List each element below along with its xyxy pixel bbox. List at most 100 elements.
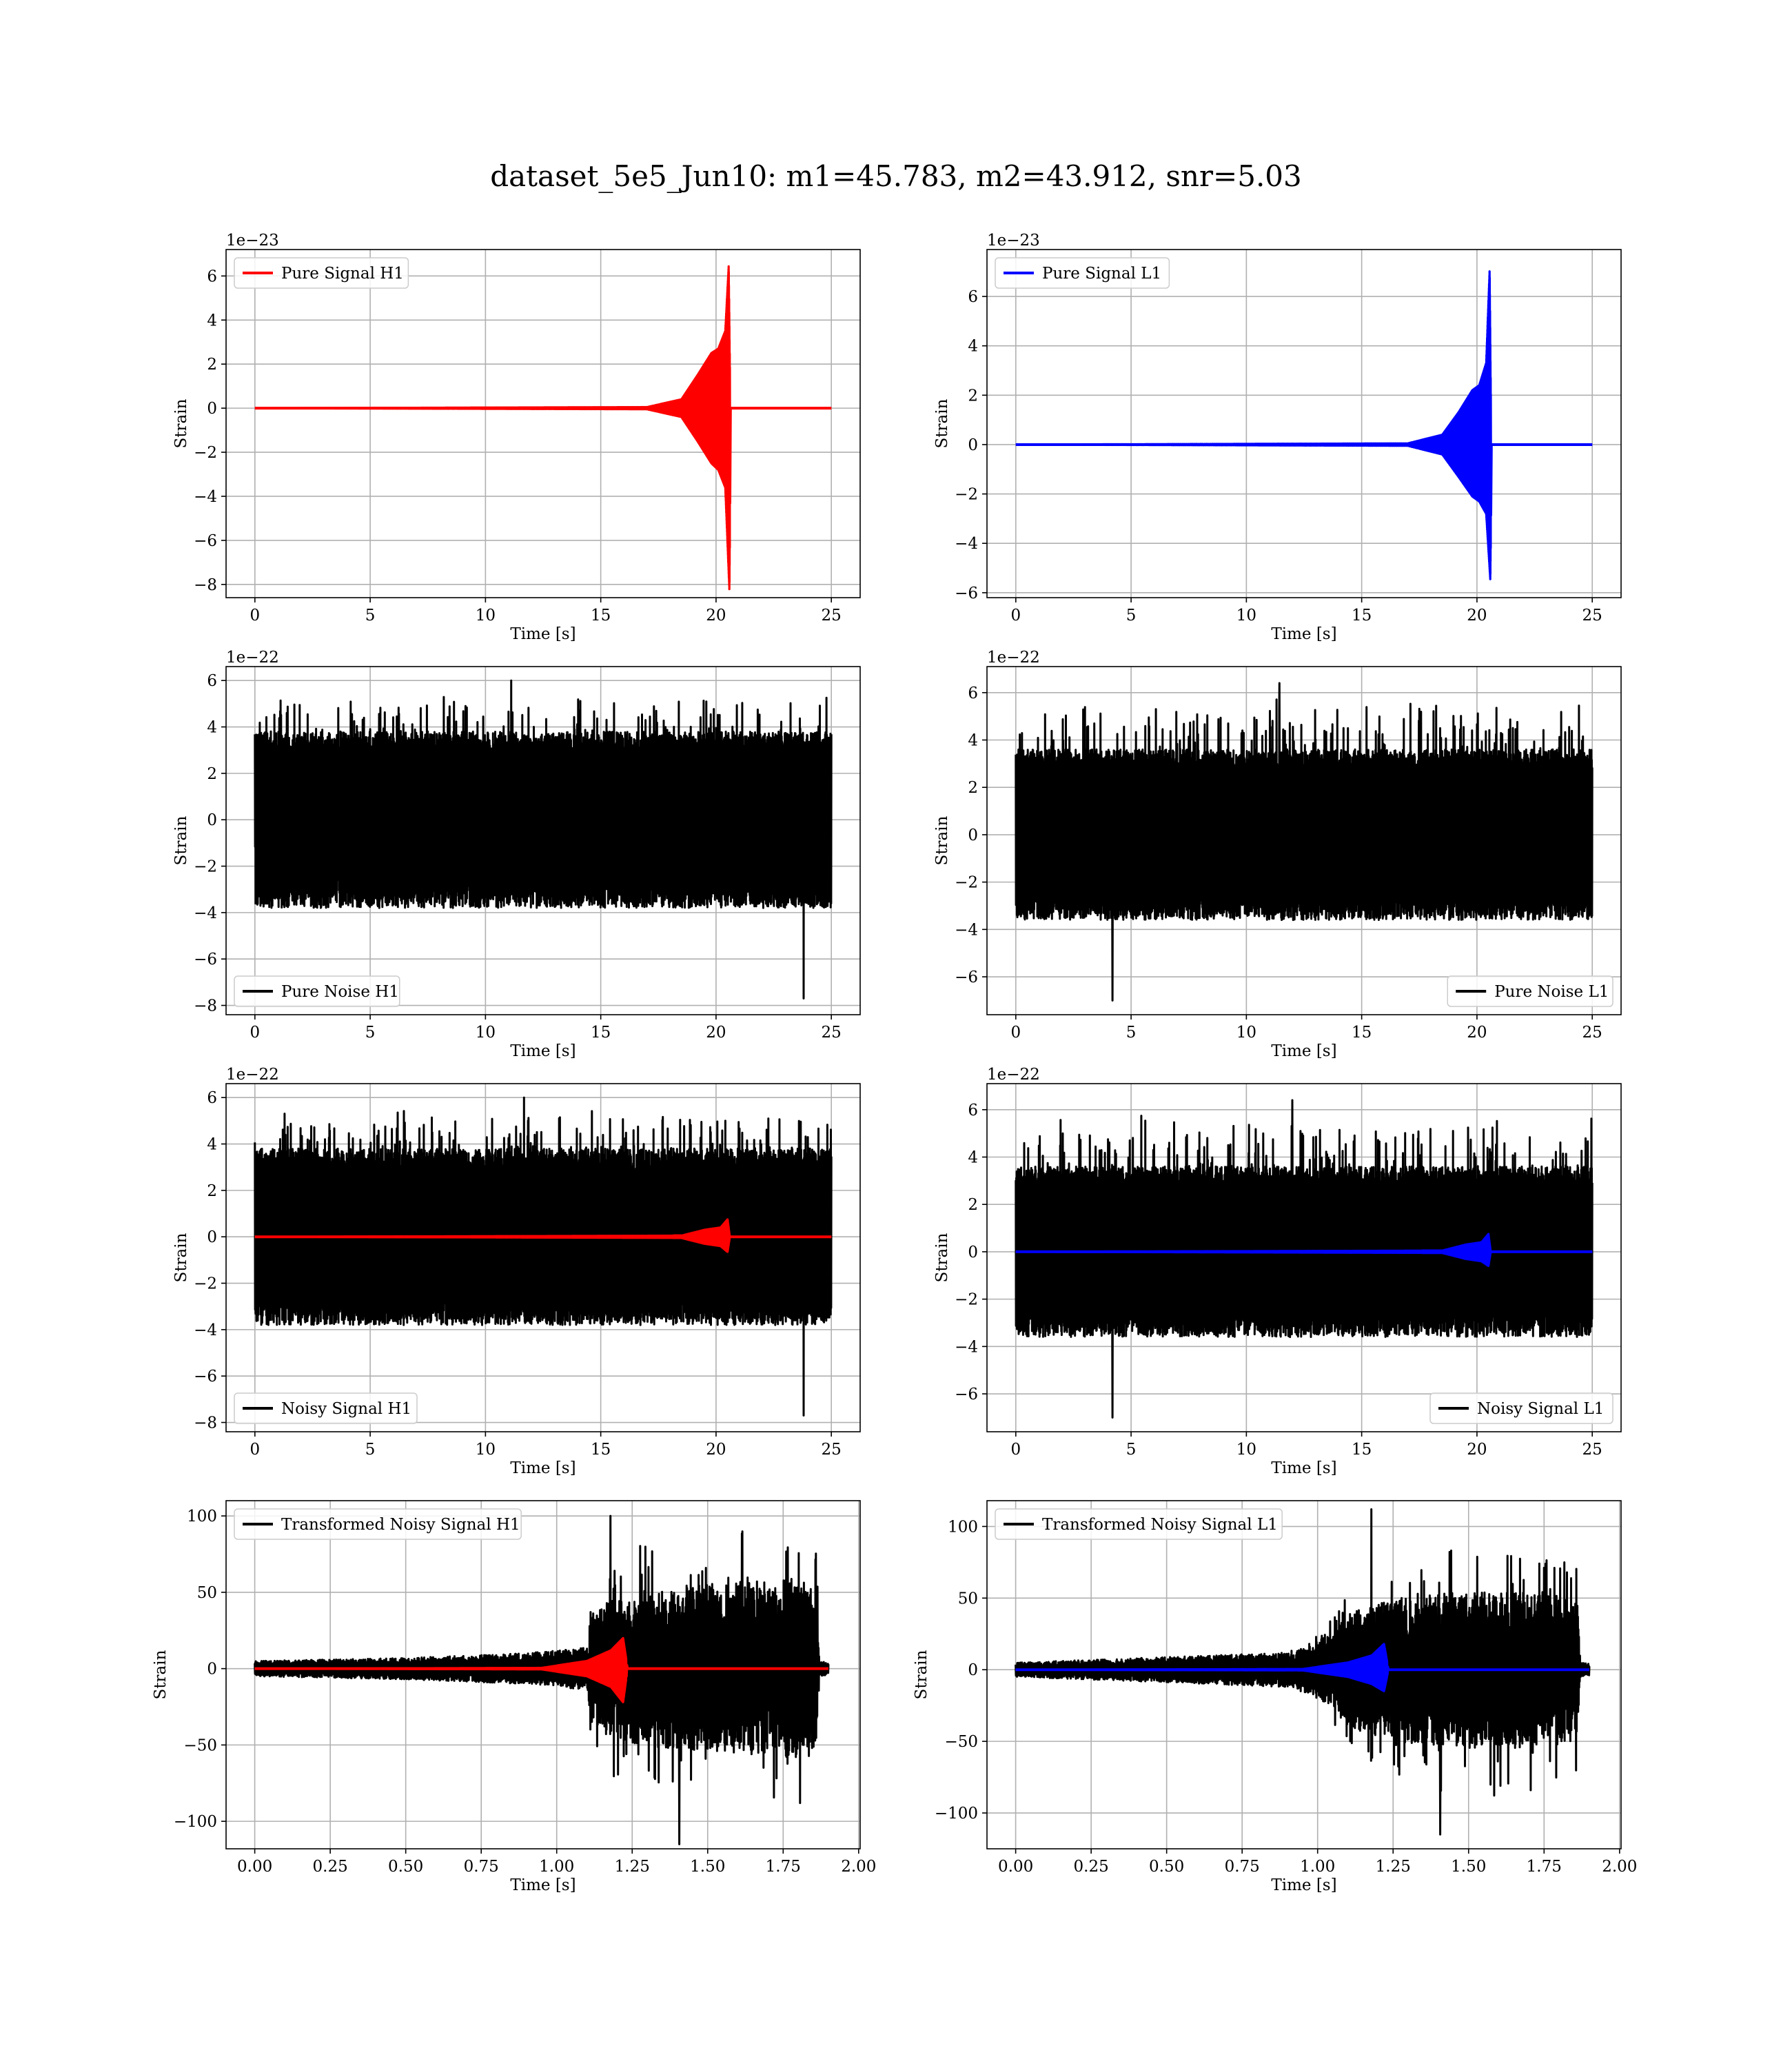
x-tick-label: 20 <box>706 1024 726 1042</box>
plot-area <box>1015 1099 1594 1419</box>
legend-box <box>234 1508 522 1540</box>
series-line <box>1015 1099 1594 1419</box>
y-offset-label: 1e−22 <box>226 649 279 667</box>
y-tick-label: −2 <box>955 1291 978 1309</box>
subplot-pure-signal-h1: 0 5 10 15 20 25 −8 −6 −4 −2 0 2 4 6 Time [s] Strain 1e−2… <box>172 232 861 643</box>
axes-frame <box>225 666 861 1015</box>
subplot-pure-signal-l1: 0 5 10 15 20 25 −6 −4 −2 0 2 4 6 Time [s] Strain 1e−23P… <box>933 232 1622 643</box>
x-axis-label: Time [s] <box>510 1876 576 1894</box>
y-tick-label: 50 <box>197 1584 217 1602</box>
legend: Pure Signal L1 <box>995 257 1170 289</box>
y-tick-label: 0 <box>207 400 217 418</box>
x-tick-label: 20 <box>706 607 726 625</box>
x-tick-label: 5 <box>1126 607 1137 625</box>
y-offset-label: 1e−23 <box>987 232 1040 250</box>
subplot-noisy-signal-l1: 0 5 10 15 20 25 −6 −4 −2 0 2 4 6 Time [s] Strain 1e−22 N… <box>933 1066 1622 1477</box>
y-offset-label: 1e−22 <box>226 1066 279 1084</box>
plot-area <box>254 1096 833 1417</box>
x-tick-label: 25 <box>1582 607 1602 625</box>
y-tick-label: 2 <box>207 1182 217 1200</box>
y-axis-label: Strain <box>913 1650 930 1699</box>
axes-frame <box>986 1083 1622 1432</box>
y-tick-label: −2 <box>955 874 978 892</box>
x-tick-label: 1.50 <box>690 1858 725 1876</box>
plot-area <box>1015 682 1594 1002</box>
legend: Transformed Noisy Signal L1 <box>995 1508 1283 1540</box>
y-tick-label: −50 <box>183 1736 217 1754</box>
legend-box <box>234 1392 418 1424</box>
subplot-noisy-signal-h1: 0 5 10 15 20 25 −8 −6 −4 −2 0 2 4 6 Time [s] Strain 1e−2… <box>172 1066 861 1477</box>
plot-area <box>254 679 833 1000</box>
y-offset-label: 1e−23 <box>226 232 279 250</box>
x-tick-label: 0.00 <box>237 1858 272 1876</box>
legend: Pure Signal H1 <box>234 257 409 289</box>
y-tick-label: 6 <box>207 267 217 285</box>
y-axis-label: Strain <box>172 815 190 865</box>
x-tick-label: 0.75 <box>1225 1858 1260 1876</box>
plot-area <box>1015 270 1593 580</box>
series-line <box>254 679 833 1000</box>
y-tick-label: −4 <box>955 535 978 553</box>
x-tick-label: 0.50 <box>388 1858 423 1876</box>
y-tick-label: 0 <box>207 1228 217 1246</box>
y-tick-label: 6 <box>968 1102 978 1119</box>
y-tick-label: 0 <box>968 1661 978 1679</box>
plot-area <box>254 265 832 591</box>
legend-box <box>234 975 400 1007</box>
y-tick-label: 0 <box>207 1661 217 1679</box>
legend-label: Transformed Noisy Signal H1 <box>281 1516 520 1534</box>
y-tick-label: 2 <box>207 356 217 374</box>
axes-frame <box>986 1500 1622 1849</box>
legend-label: Noisy Signal L1 <box>1477 1400 1604 1418</box>
x-tick-label: 0 <box>250 1024 260 1042</box>
x-tick-label: 10 <box>1236 607 1256 625</box>
x-tick-label: 10 <box>476 1024 496 1042</box>
y-tick-label: −8 <box>194 576 217 594</box>
legend: Pure Noise H1 <box>234 975 400 1007</box>
y-tick-label: −2 <box>194 444 217 462</box>
x-tick-label: 20 <box>1467 1024 1487 1042</box>
x-tick-label: 10 <box>476 607 496 625</box>
plot-area <box>254 1514 830 1845</box>
y-axis-label: Strain <box>933 398 951 448</box>
y-axis-label: Strain <box>933 815 951 865</box>
y-tick-label: −6 <box>194 951 217 969</box>
x-tick-label: 2.00 <box>841 1858 876 1876</box>
legend-box <box>1447 975 1613 1007</box>
x-tick-label: 0.75 <box>464 1858 499 1876</box>
x-tick-label: 1.00 <box>1300 1858 1335 1876</box>
x-tick-label: 0.00 <box>998 1858 1033 1876</box>
x-tick-label: 25 <box>822 1024 842 1042</box>
y-tick-label: 2 <box>207 765 217 783</box>
x-axis-label: Time [s] <box>1271 625 1336 643</box>
y-tick-label: 6 <box>968 685 978 702</box>
y-tick-label: 2 <box>968 387 978 405</box>
y-tick-label: 6 <box>207 1089 217 1107</box>
y-tick-label: −50 <box>944 1733 978 1751</box>
legend-label: Noisy Signal H1 <box>281 1400 411 1418</box>
x-axis-label: Time [s] <box>510 1042 576 1060</box>
x-axis-label: Time [s] <box>1271 1459 1336 1477</box>
y-offset-label: 1e−22 <box>987 649 1040 667</box>
y-axis-label: Strain <box>172 1233 190 1282</box>
y-tick-label: −100 <box>174 1813 217 1831</box>
y-tick-label: 6 <box>207 672 217 690</box>
legend-label: Pure Signal H1 <box>281 265 404 283</box>
legend-box <box>995 1508 1283 1540</box>
y-axis-label: Strain <box>172 398 190 448</box>
y-tick-label: −6 <box>194 1368 217 1386</box>
subplot-transformed-noisy-signal-l1: 0.00 0.25 0.50 0.75 1.00 1.25 1.50 1.75 2.00 −100… <box>913 1500 1637 1894</box>
x-tick-label: 5 <box>1126 1441 1137 1459</box>
x-tick-label: 20 <box>1467 1441 1487 1459</box>
x-axis-label: Time [s] <box>510 625 576 643</box>
y-tick-label: 50 <box>958 1590 978 1608</box>
y-tick-label: 6 <box>968 288 978 306</box>
x-tick-label: 5 <box>365 1024 376 1042</box>
subplot-transformed-noisy-signal-h1: 0.00 0.25 0.50 0.75 1.00 1.25 1.50 1.75 2.00 −100… <box>152 1500 876 1894</box>
x-tick-label: 20 <box>706 1441 726 1459</box>
x-tick-label: 15 <box>1352 607 1372 625</box>
x-tick-label: 1.25 <box>615 1858 650 1876</box>
y-axis-label: Strain <box>933 1233 951 1282</box>
